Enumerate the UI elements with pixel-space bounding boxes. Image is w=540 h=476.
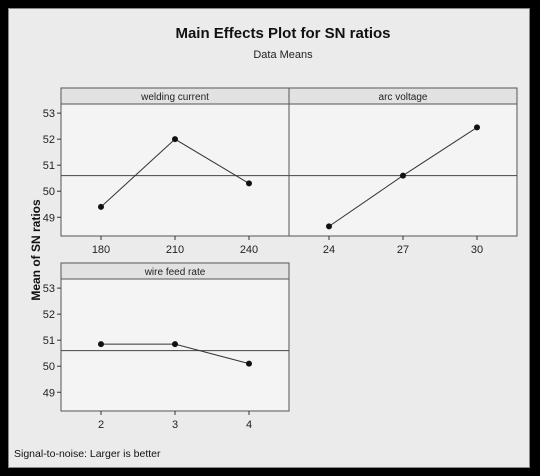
x-tick-label: 2	[98, 419, 104, 431]
data-point	[326, 223, 332, 230]
y-tick-label: 53	[43, 108, 55, 120]
panel-strip-label: arc voltage	[379, 92, 428, 103]
y-tick-label: 51	[43, 335, 55, 347]
y-tick-label: 49	[43, 212, 55, 224]
panel: wire feed rate 49 50 51 52 53 2 3 4	[43, 262, 290, 431]
footnote: Signal-to-noise: Larger is better	[14, 448, 161, 460]
data-point	[98, 341, 104, 348]
data-point	[246, 180, 252, 187]
y-tick-label: 50	[43, 361, 55, 373]
x-tick-label: 210	[166, 244, 184, 256]
panel-frame	[60, 262, 290, 412]
panel: arc voltage 24 27 30	[288, 87, 518, 256]
y-tick-label: 52	[43, 134, 55, 146]
panel-frame	[60, 87, 290, 237]
data-point	[400, 172, 406, 179]
chart-subtitle: Data Means	[253, 49, 313, 61]
x-tick-label: 240	[240, 244, 258, 256]
y-tick-label: 53	[43, 283, 55, 295]
panel-strip	[60, 262, 290, 280]
x-tick-label: 180	[92, 244, 110, 256]
chart-title: Main Effects Plot for SN ratios	[175, 25, 390, 42]
panel: welding current 49 50 51 52 53 180 210 240	[43, 87, 290, 256]
data-point	[98, 203, 104, 210]
data-point	[172, 136, 178, 143]
x-tick-label: 4	[246, 419, 252, 431]
y-tick-label: 49	[43, 387, 55, 399]
data-point	[474, 124, 480, 131]
panel-frame	[288, 87, 518, 237]
y-tick-label: 50	[43, 186, 55, 198]
panel-strip-label: wire feed rate	[144, 267, 206, 278]
x-tick-label: 3	[172, 419, 178, 431]
x-tick-label: 24	[323, 244, 335, 256]
y-tick-label: 52	[43, 309, 55, 321]
data-point	[172, 341, 178, 348]
panels-group: welding current 49 50 51 52 53 180 210 240 arc vo…	[43, 87, 518, 431]
x-tick-label: 27	[397, 244, 409, 256]
panel-strip-label: welding current	[140, 92, 209, 103]
panel-strip	[288, 87, 518, 105]
data-point	[246, 360, 252, 367]
y-axis-label: Mean of SN ratios	[29, 199, 43, 301]
x-tick-label: 30	[471, 244, 483, 256]
y-tick-label: 51	[43, 160, 55, 172]
